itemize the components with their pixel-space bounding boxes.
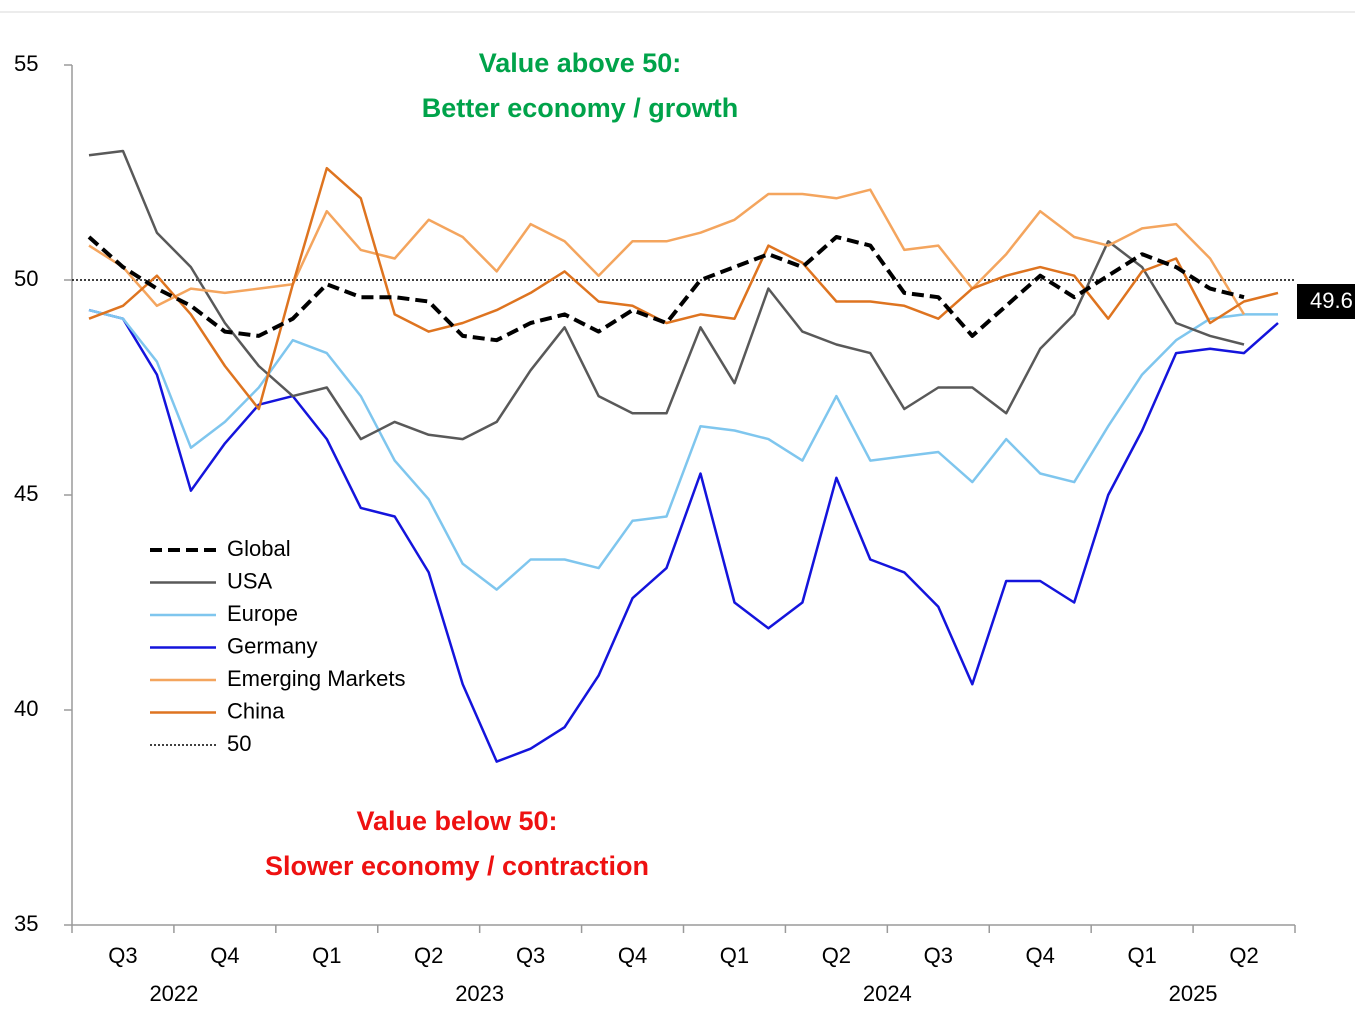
- x-tick-label: Q4: [618, 943, 647, 968]
- y-tick-label: 55: [14, 51, 38, 76]
- y-tick-label: 40: [14, 696, 38, 721]
- end-label-box: [1297, 284, 1355, 319]
- legend-label: China: [227, 698, 285, 723]
- x-tick-label: Q2: [1229, 943, 1258, 968]
- x-tick-label: Q2: [414, 943, 443, 968]
- y-tick-label: 45: [14, 481, 38, 506]
- legend-label: Emerging Markets: [227, 666, 406, 691]
- annotation: Slower economy / contraction: [265, 851, 649, 881]
- legend-label: 50: [227, 731, 251, 756]
- series-line: [88, 149, 1245, 441]
- series-line: [88, 188, 1246, 316]
- legend-label: Europe: [227, 601, 298, 626]
- year-label: 2022: [149, 981, 198, 1006]
- y-tick-label: 50: [14, 266, 38, 291]
- x-tick-label: Q1: [1127, 943, 1156, 968]
- y-tick-label: 35: [14, 911, 38, 936]
- series-line: [88, 308, 1278, 591]
- series-line: [88, 308, 1279, 763]
- x-tick-label: Q4: [210, 943, 239, 968]
- legend-label: Global: [227, 536, 291, 561]
- x-tick-label: Q1: [720, 943, 749, 968]
- x-tick-label: Q3: [516, 943, 545, 968]
- x-tick-label: Q3: [924, 943, 953, 968]
- x-tick-label: Q4: [1026, 943, 1055, 968]
- annotation: Better economy / growth: [422, 93, 739, 123]
- annotation: Value above 50:: [479, 48, 682, 78]
- legend-label: Germany: [227, 633, 317, 658]
- legend-label: USA: [227, 568, 273, 593]
- x-tick-label: Q2: [822, 943, 851, 968]
- x-tick-label: Q3: [108, 943, 137, 968]
- year-label: 2024: [863, 981, 912, 1006]
- end-label: 49.6: [1310, 288, 1353, 313]
- series-line: [88, 166, 1279, 411]
- series-line: [87, 235, 1245, 343]
- year-label: 2023: [455, 981, 504, 1006]
- annotation: Value below 50:: [356, 806, 557, 836]
- year-label: 2025: [1169, 981, 1218, 1006]
- x-tick-label: Q1: [312, 943, 341, 968]
